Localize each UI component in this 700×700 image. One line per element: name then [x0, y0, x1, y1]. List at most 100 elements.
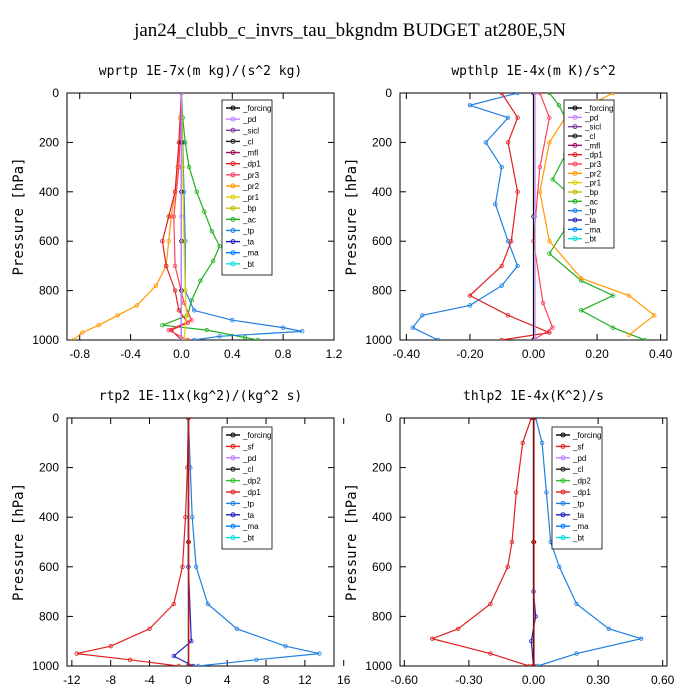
data-point_dp1 — [108, 643, 113, 649]
legend-marker — [572, 124, 578, 130]
data-point_dp1 — [147, 626, 152, 631]
x-tick-label: -4 — [144, 673, 155, 687]
y-tick-label: 0 — [385, 411, 392, 425]
data-point_tp — [217, 334, 222, 339]
data-point_pr3 — [547, 115, 552, 120]
legend-marker — [560, 512, 566, 518]
data-point_dp1 — [183, 515, 188, 520]
legend-marker — [572, 170, 578, 176]
data-point_pr2 — [610, 93, 616, 96]
legend-marker — [230, 489, 236, 495]
data-point_dp1 — [455, 626, 461, 631]
data-point_tp — [539, 440, 545, 445]
data-point_dp1 — [127, 657, 133, 662]
legend-entry: _tp — [584, 207, 597, 216]
legend-marker — [572, 114, 578, 120]
data-point_pr2 — [96, 322, 101, 328]
legend-marker — [230, 105, 236, 111]
data-point_pr1 — [181, 238, 187, 244]
legend-marker — [230, 455, 236, 461]
data-point_dp1 — [499, 263, 504, 269]
data-point_ta — [191, 663, 196, 666]
panel-3: rtp2 1E-11x(kg^2)/(kg^2 s) Pressure [hPa]… — [11, 389, 351, 687]
series-line_tp — [180, 93, 303, 340]
data-point_ac — [242, 335, 248, 340]
legend-entry: _dp1 — [242, 160, 261, 169]
legend-marker — [572, 133, 578, 139]
y-tick-label: 600 — [39, 560, 59, 574]
data-point_ac — [556, 103, 562, 108]
data-point_tp — [181, 189, 187, 194]
x-tick-label: 0 — [185, 673, 192, 687]
legend-entry: _ac — [242, 215, 256, 224]
y-tick-label: 800 — [372, 284, 392, 298]
data-point_ac — [217, 243, 222, 249]
x-tick-label: 0.00 — [522, 673, 546, 687]
x-tick-label: 8 — [263, 673, 270, 687]
legend-marker — [230, 172, 236, 178]
data-point_pr3 — [185, 337, 190, 340]
y-tick-label: 600 — [39, 234, 59, 248]
legend-marker — [230, 261, 236, 267]
data-point_tp — [205, 601, 210, 607]
data-point_tp — [191, 337, 197, 340]
legend: _forcing _sf _pd _cl _dp2 _dp1 _tp _ta _ma _bt — [551, 426, 603, 550]
legend-entry: _mfl — [584, 141, 600, 150]
y-tick-label: 400 — [372, 185, 392, 199]
x-tick-label: 0.0 — [173, 347, 190, 361]
data-point_pr3 — [537, 164, 543, 170]
legend-entry: _forcing — [584, 104, 613, 113]
legend-entry: _cl — [242, 137, 253, 146]
legend-marker — [560, 500, 566, 506]
data-point_dp1 — [176, 308, 182, 313]
legend-entry: _pd — [584, 113, 598, 122]
panel-4: thlp2 1E-4x(K^2)/s Pressure [hPa] -0.60 -0.… — [344, 389, 675, 687]
data-point_tp — [493, 201, 498, 207]
x-tick-label: 0.40 — [649, 347, 673, 361]
legend-box — [551, 426, 603, 550]
y-tick-label: 800 — [39, 284, 59, 298]
data-point_dp1 — [176, 140, 182, 145]
x-tick-label: 0.60 — [651, 673, 675, 687]
x-tick-label: -0.4 — [120, 347, 141, 361]
data-point_dp1 — [74, 651, 79, 656]
x-tick-label: 0.30 — [586, 673, 610, 687]
data-point_pr2 — [578, 276, 584, 281]
series-line_tp — [535, 418, 644, 666]
data-point_ac — [186, 164, 192, 170]
data-point_dp1 — [499, 93, 504, 96]
legend-entry: _bp — [584, 188, 599, 197]
figure-title: jan24_clubb_c_invrs_tau_bkgndm BUDGET at… — [133, 20, 566, 41]
x-tick-label: 0.20 — [585, 347, 609, 361]
legend-entry: _dp2 — [242, 477, 261, 486]
legend-entry: _forcing — [242, 104, 271, 113]
data-point_dp1 — [509, 539, 515, 545]
data-point_sf — [186, 539, 192, 545]
series-group — [410, 93, 657, 340]
data-point_ac — [202, 209, 207, 214]
series-line_pr3 — [532, 93, 554, 340]
legend-entry: _pr3 — [584, 160, 602, 169]
y-axis-label: Pressure [hPa] — [11, 483, 27, 601]
data-point_tp — [535, 663, 541, 666]
y-axis-label: Pressure [hPa] — [11, 157, 27, 275]
panel-title: wprtp 1E-7x(m kg)/(s^2 kg) — [99, 64, 303, 79]
legend-entry: _pr3 — [242, 171, 260, 180]
legend-marker — [230, 138, 236, 144]
data-point_ac — [198, 278, 203, 283]
legend-marker — [230, 161, 236, 167]
panel-2: wpthlp 1E-4x(m K)/s^2 Pressure [hPa] -0.40… — [344, 64, 673, 361]
x-tick-label: -12 — [63, 673, 81, 687]
data-point_tp — [557, 564, 562, 569]
data-point_tp — [300, 329, 305, 334]
data-point_tp — [410, 325, 415, 330]
data-point_tp — [515, 93, 520, 96]
legend-marker — [230, 205, 236, 211]
data-point_pr2 — [547, 238, 552, 244]
y-tick-label: 0 — [52, 411, 59, 425]
legend-marker — [560, 466, 566, 472]
y-tick-label: 0 — [385, 86, 392, 100]
x-tick-label: -0.40 — [393, 347, 421, 361]
series-line_pr1 — [180, 93, 188, 340]
x-tick-label: -8 — [105, 673, 116, 687]
